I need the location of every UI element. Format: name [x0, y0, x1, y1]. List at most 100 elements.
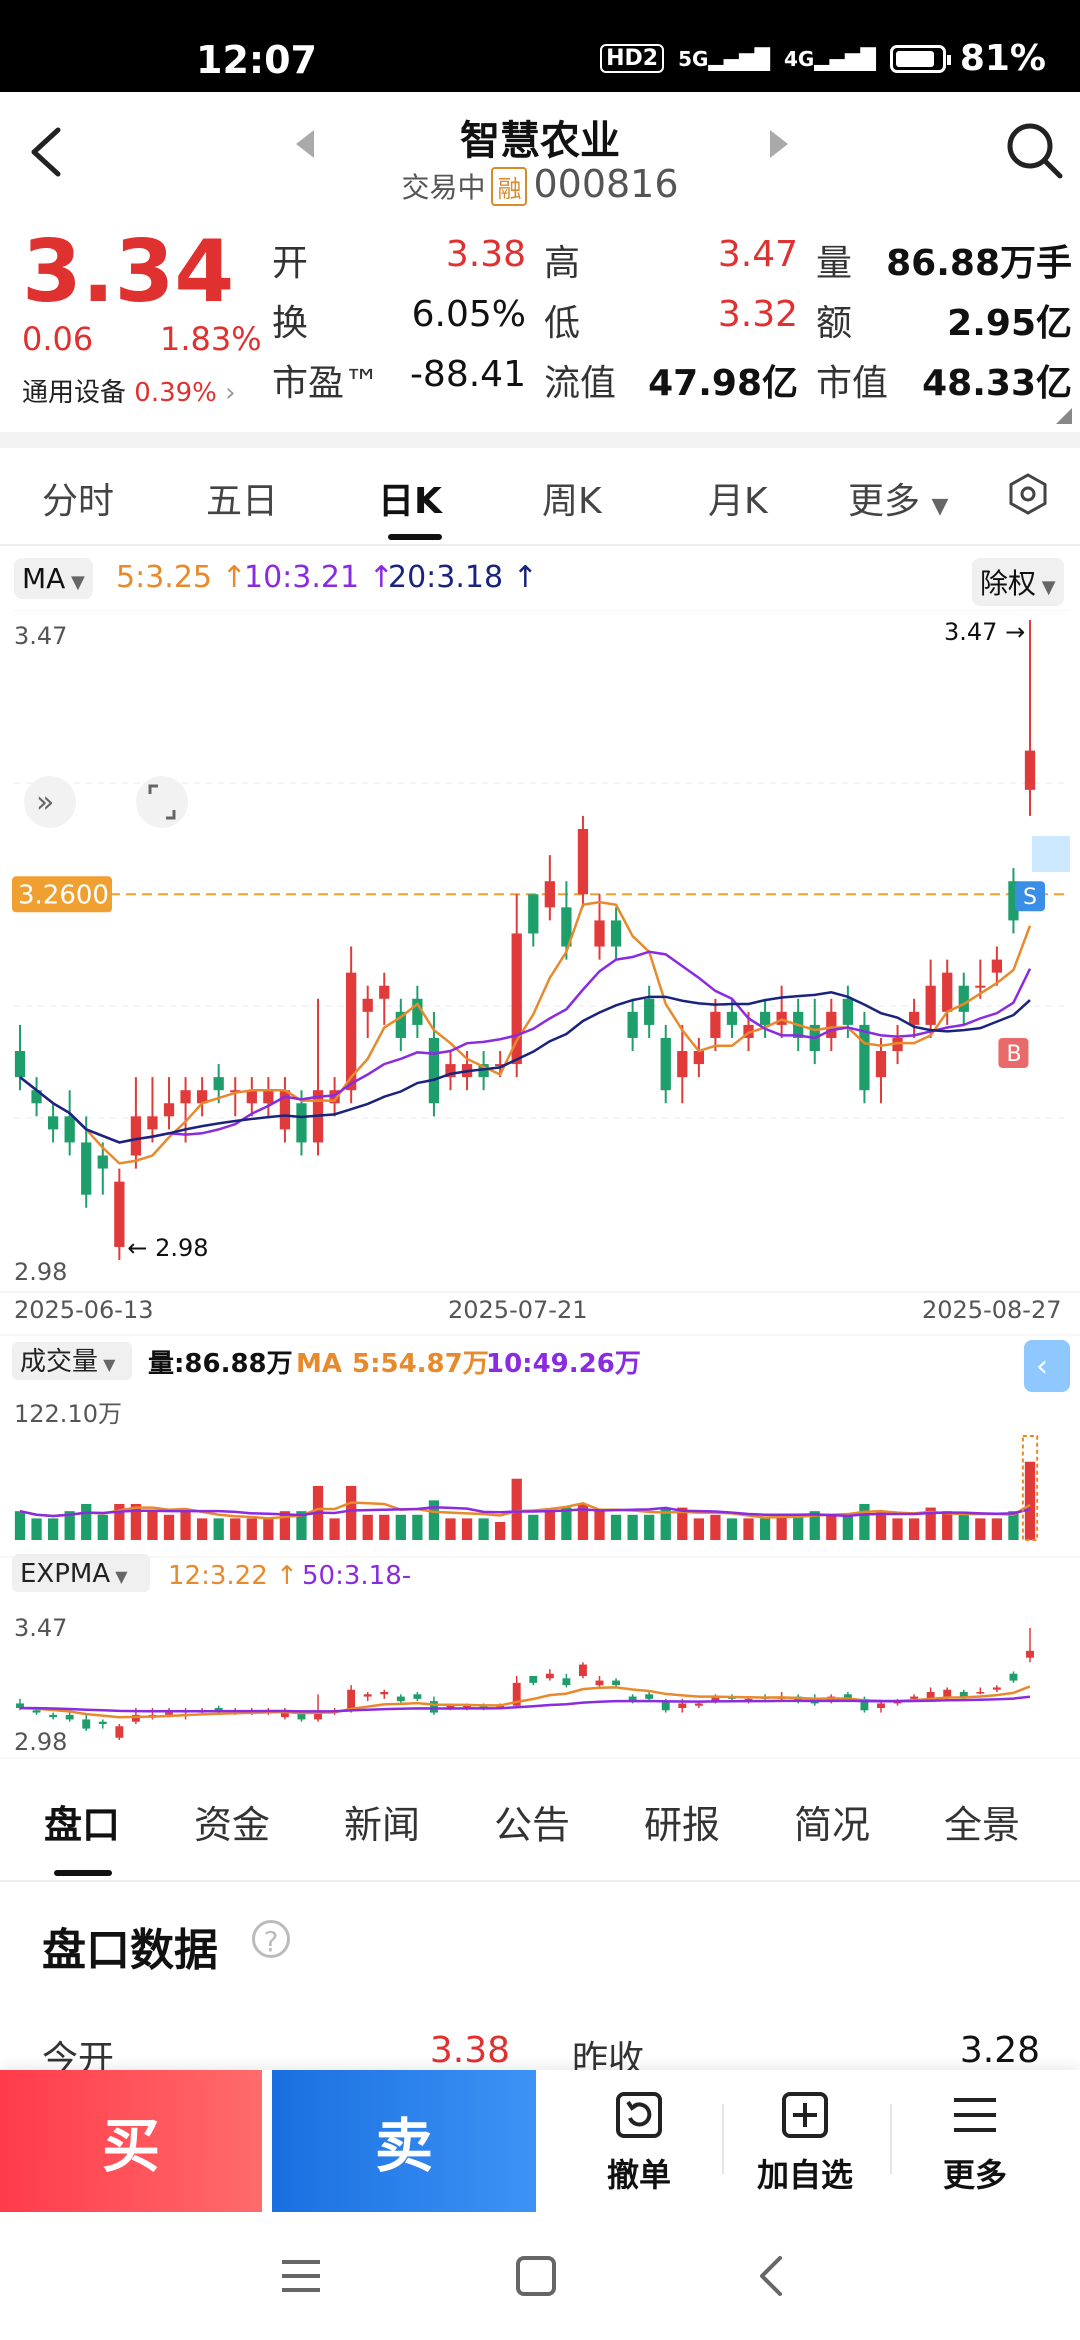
expand-corner-icon[interactable] — [1056, 408, 1072, 424]
volume-selector[interactable] — [12, 1342, 132, 1380]
expma50-line — [19, 1695, 1031, 1713]
more-button[interactable]: 更多 — [900, 2070, 1050, 2212]
expma-candle-body — [446, 1705, 455, 1708]
menu-icon — [954, 2098, 996, 2132]
sector-link[interactable]: 通用设备 0.39% › — [22, 378, 236, 408]
volume-bar — [892, 1518, 903, 1540]
open-value: 3.38 — [445, 234, 526, 275]
next-stock-icon[interactable] — [770, 130, 788, 158]
price-axis-bottom: 2.98 — [14, 1258, 67, 1286]
tab-overview[interactable]: 全景 — [944, 1803, 1021, 1847]
expma-selector[interactable] — [12, 1554, 150, 1592]
svg-text:B: B — [1006, 1042, 1021, 1067]
tab-daily-k[interactable]: 日K — [378, 481, 442, 522]
volume-bar — [97, 1514, 108, 1540]
tab-profile[interactable]: 简况 — [794, 1803, 871, 1847]
chart-settings-icon[interactable] — [1006, 472, 1050, 516]
price-change: 0.06 — [22, 320, 94, 358]
expma-candle-body — [280, 1710, 289, 1718]
buy-marker[interactable]: B — [998, 1037, 1029, 1068]
tab-monthly-k[interactable]: 月K — [708, 481, 768, 522]
candle-body — [942, 972, 953, 1012]
volume-bar — [793, 1514, 804, 1540]
expma-candle-body — [396, 1696, 405, 1702]
expma-candle-body — [98, 1721, 107, 1724]
volume-bars — [14, 1435, 1039, 1541]
expma-candle-body — [479, 1705, 488, 1708]
volume-bar — [81, 1503, 92, 1540]
expma-candle-body — [694, 1703, 703, 1706]
tab-funds[interactable]: 资金 — [194, 1803, 271, 1847]
amount-value: 2.95亿 — [947, 303, 1072, 344]
tab-intraday[interactable]: 分时 — [42, 481, 115, 522]
back-arrow-icon[interactable] — [22, 122, 72, 182]
tab-more[interactable]: 更多 ▼ — [848, 481, 949, 522]
tab-weekly-k[interactable]: 周K — [542, 481, 602, 522]
collapse-panel-button[interactable]: ‹ — [1024, 1340, 1070, 1392]
recent-apps-icon[interactable] — [280, 2256, 322, 2296]
volume-ma10: 10:49.26万 — [486, 1349, 641, 1379]
volume-bar — [677, 1507, 688, 1540]
turnover-value: 6.05% — [411, 294, 526, 335]
cancel-order-button[interactable]: 撤单 — [564, 2070, 714, 2212]
tab-five-day[interactable]: 五日 — [206, 481, 279, 522]
expma-candle-body — [579, 1664, 587, 1676]
pe-value: -88.41 — [409, 354, 526, 395]
expma-candle-body — [165, 1712, 173, 1715]
tab-news[interactable]: 新闻 — [344, 1803, 421, 1847]
candle-body — [196, 1090, 208, 1104]
volume-bar — [726, 1518, 738, 1540]
buy-button[interactable]: 买 — [0, 2070, 262, 2212]
help-icon[interactable]: ? — [252, 1920, 290, 1958]
volume-bar — [975, 1518, 986, 1540]
candle-body — [511, 933, 522, 1065]
date-label-start: 2025-06-13 — [14, 1296, 153, 1324]
volume-bar — [1008, 1511, 1019, 1540]
reference-price-badge — [12, 876, 112, 913]
volume-axis-top: 122.10万 — [14, 1400, 122, 1428]
sell-button[interactable]: 卖 — [272, 2070, 536, 2212]
volume-bar — [743, 1518, 754, 1540]
candle-body — [279, 1090, 291, 1130]
chart-period-tabs: 分时 五日 日K 周K 月K 更多 ▼ — [0, 448, 1080, 546]
adjust-selector[interactable]: 除权 ▼ — [972, 558, 1064, 606]
add-watchlist-button[interactable]: 加自选 — [730, 2070, 880, 2212]
open-row-value: 3.38 — [429, 2030, 510, 2071]
candle-body — [147, 1116, 158, 1130]
turnover-label: 换 — [272, 303, 309, 344]
sell-marker[interactable]: S — [1015, 881, 1045, 912]
candle-body — [991, 959, 1003, 973]
expma-candle-body — [314, 1710, 322, 1720]
add-box-icon — [782, 2092, 828, 2138]
open-label: 开 — [272, 243, 309, 284]
nav-back-icon[interactable] — [756, 2254, 786, 2298]
volume-bar — [693, 1518, 704, 1540]
candle-body — [230, 1090, 241, 1093]
expma-candle-body — [678, 1703, 687, 1708]
volume-bar — [759, 1518, 771, 1540]
expma-candle-body — [959, 1692, 968, 1697]
tab-handicap[interactable]: 盘口 — [44, 1803, 121, 1847]
volume-bar — [346, 1485, 357, 1540]
candle-body — [114, 1181, 125, 1247]
prev-stock-icon[interactable] — [296, 130, 314, 158]
search-icon[interactable] — [1002, 118, 1066, 182]
indicator-selector-ma[interactable]: MA ▼ — [14, 558, 93, 599]
action-bar: 买 卖 撤单 加自选 更多 — [0, 2070, 1080, 2212]
fullscreen-button[interactable] — [136, 776, 188, 828]
expand-sidebar-button[interactable]: » — [24, 776, 76, 828]
volume-bar — [942, 1511, 953, 1540]
volume-bar — [130, 1503, 142, 1540]
svg-text:S: S — [1023, 885, 1037, 910]
tab-research[interactable]: 研报 — [644, 1803, 721, 1847]
candle-body — [445, 1064, 456, 1078]
active-tab-indicator — [388, 534, 442, 540]
volume-bar — [594, 1511, 605, 1540]
tab-announcements[interactable]: 公告 — [494, 1803, 571, 1847]
volume-bar — [875, 1511, 887, 1540]
kline-chart[interactable]: 3.47 2.98 3.2600 3.47 → ← 2.98 S B » 202… — [0, 610, 1080, 1760]
home-icon[interactable] — [514, 2254, 558, 2298]
volume-bar — [1024, 1461, 1036, 1540]
volume-bar — [958, 1514, 969, 1540]
panel-title: 盘口数据 — [42, 1925, 218, 1976]
